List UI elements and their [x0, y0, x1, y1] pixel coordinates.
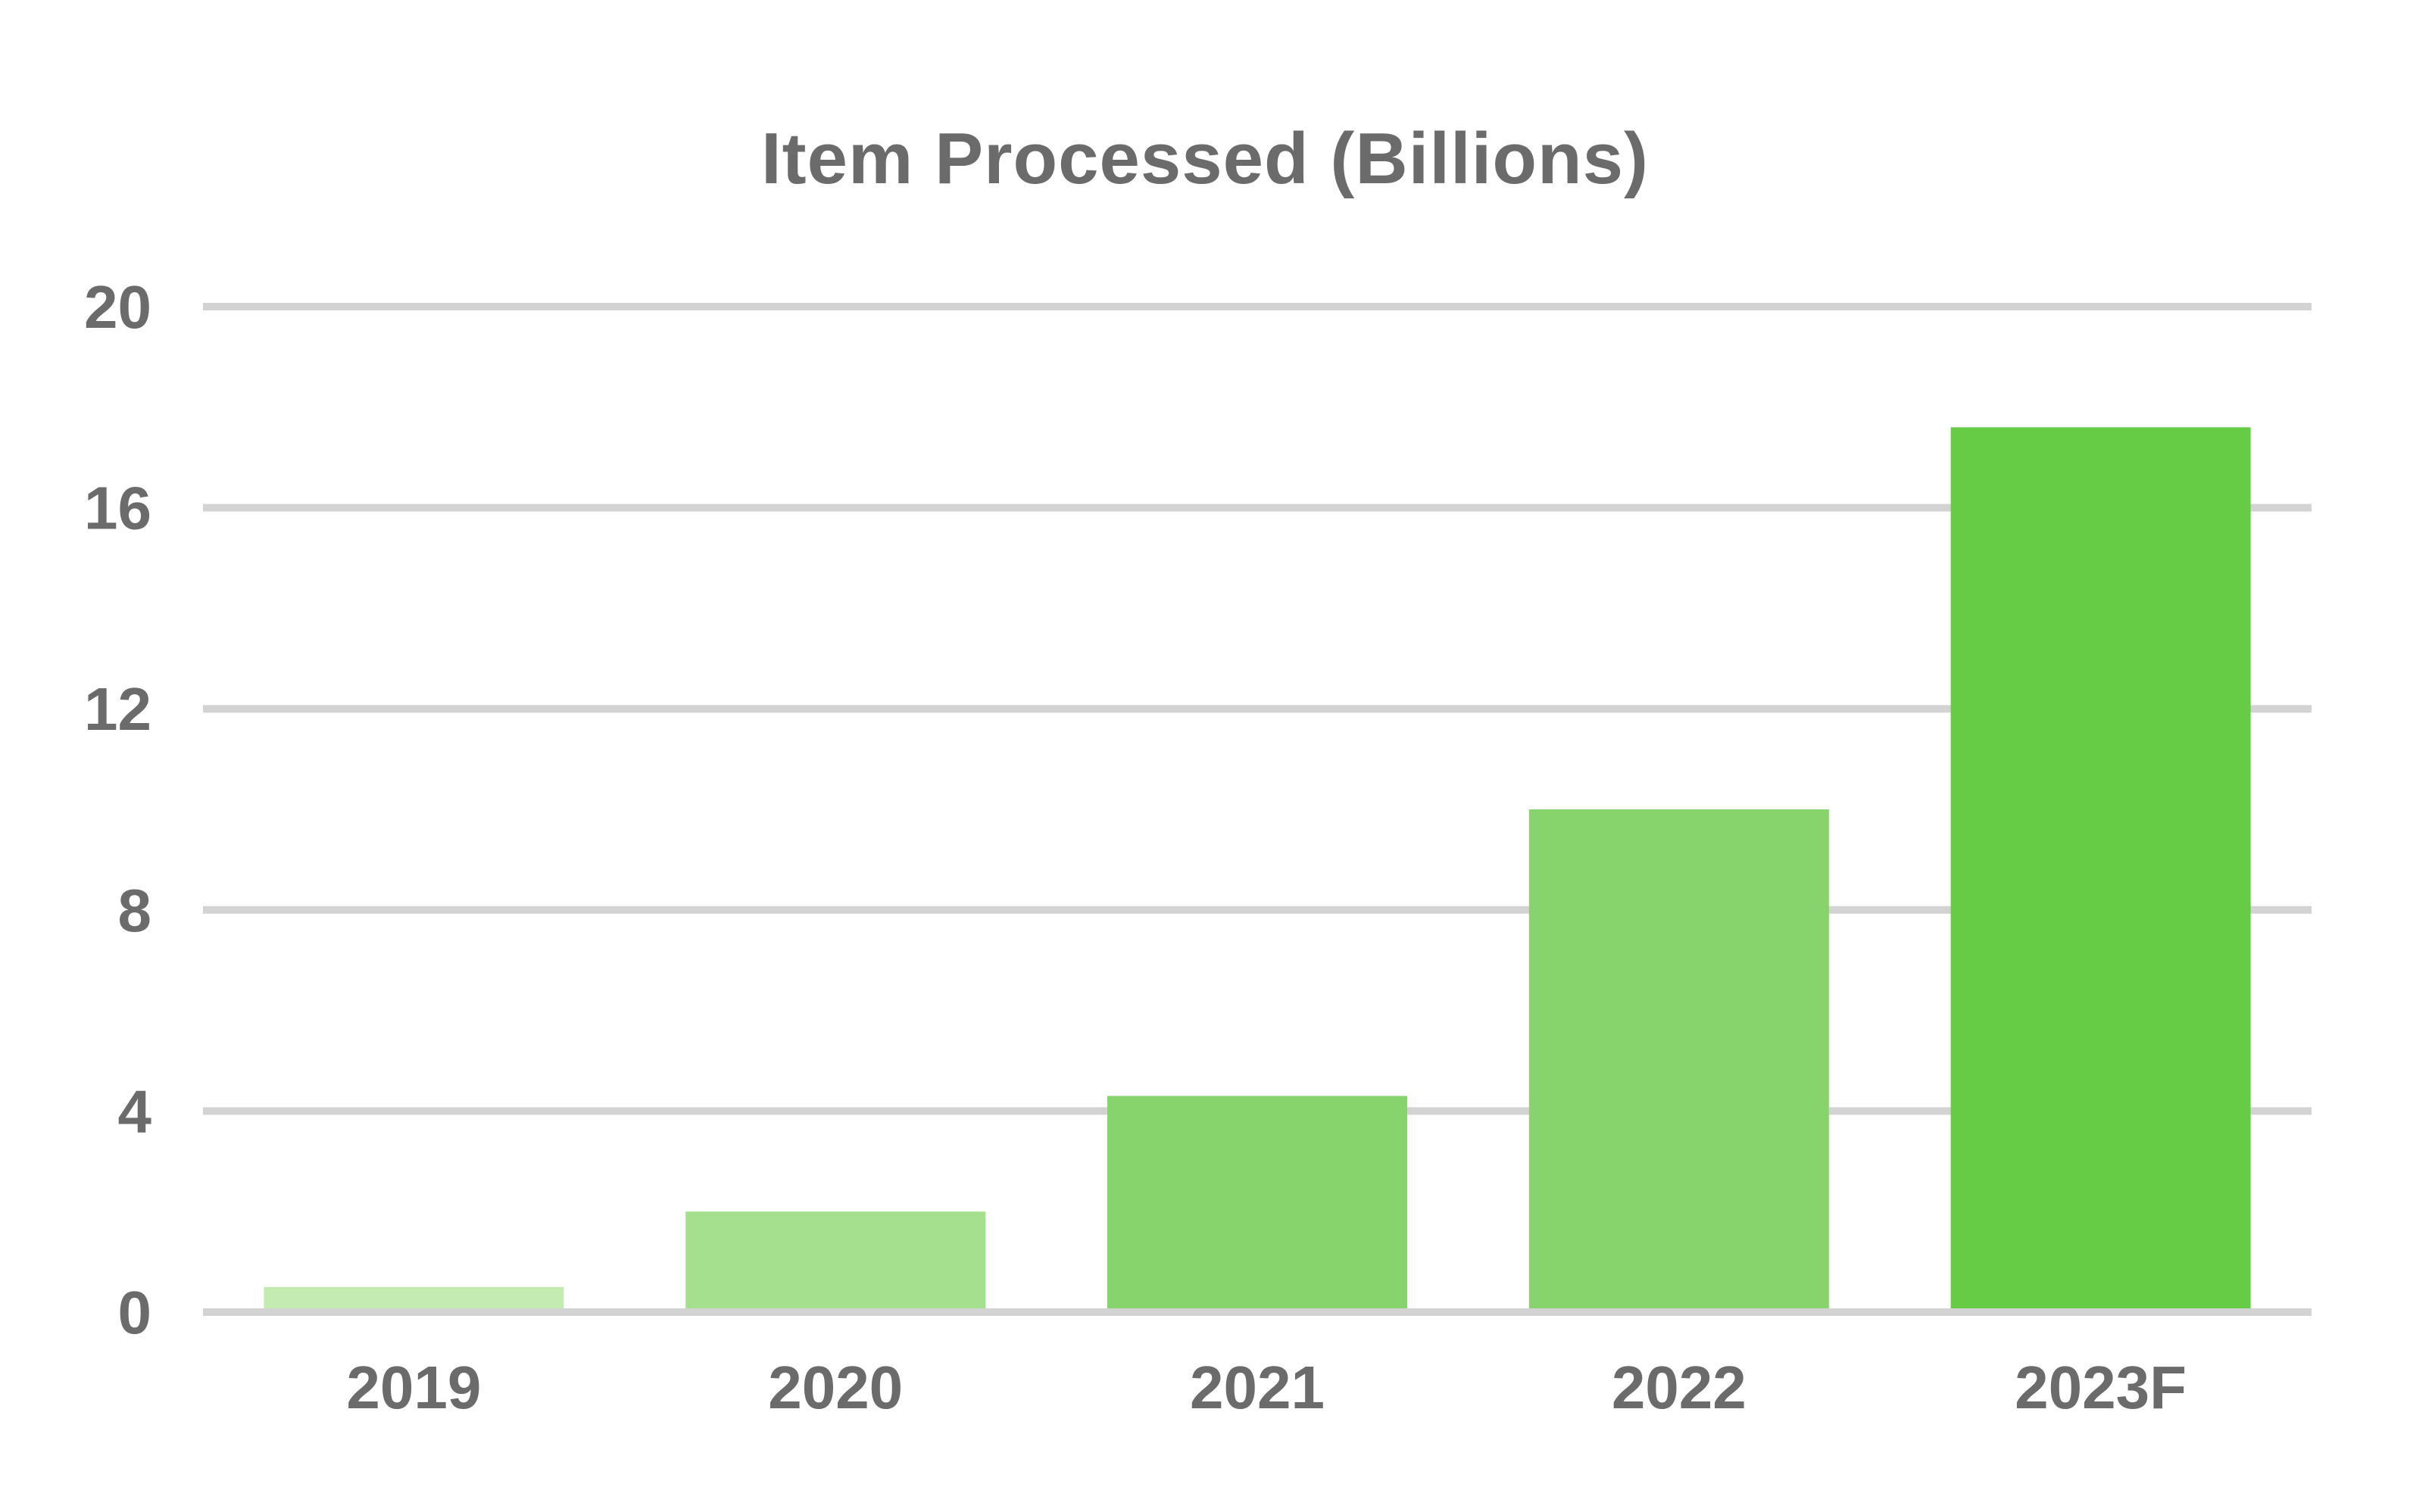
y-tick-label: 12: [84, 675, 151, 743]
bars: [203, 427, 2312, 1316]
x-tick-label: 2019: [346, 1354, 481, 1421]
x-axis-tick-labels: 2019 2020 2021 2022 2023F: [346, 1354, 2187, 1421]
bar-2023F: [1950, 427, 2251, 1312]
y-tick-label: 8: [118, 877, 152, 944]
x-tick-label: 2023F: [2015, 1354, 2187, 1421]
x-tick-label: 2020: [768, 1354, 903, 1421]
x-tick-label: 2021: [1190, 1354, 1325, 1421]
y-tick-label: 4: [118, 1077, 152, 1145]
bar-2021: [1107, 1096, 1407, 1312]
y-axis-tick-labels: 0 4 8 12 16 20: [84, 273, 151, 1346]
x-tick-label: 2022: [1612, 1354, 1747, 1421]
y-tick-label: 20: [84, 273, 151, 341]
y-tick-label: 0: [118, 1279, 152, 1346]
bar-2020: [685, 1211, 986, 1312]
bar-2022: [1528, 809, 1829, 1312]
y-tick-label: 16: [84, 475, 151, 542]
bar-2019: [264, 1286, 564, 1312]
chart-title: Item Processed (Billions): [761, 118, 1649, 199]
